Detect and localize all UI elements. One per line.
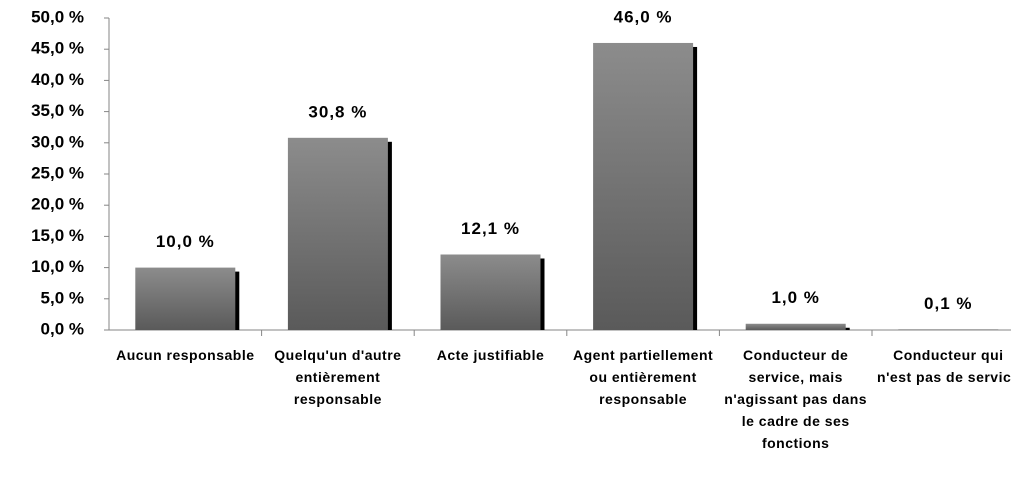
bar [898, 329, 999, 330]
y-tick-label: 10,0 % [31, 257, 84, 276]
value-label: 30,8 % [308, 102, 367, 121]
y-tick-label: 15,0 % [31, 226, 84, 245]
value-label: 10,0 % [156, 232, 215, 251]
bar [745, 323, 846, 330]
value-label: 12,1 % [461, 219, 520, 238]
y-tick-label: 40,0 % [31, 70, 84, 89]
x-tick-label: Agent partiellement ou entièrement respo… [572, 347, 714, 407]
y-tick-label: 5,0 % [41, 288, 84, 307]
y-tick-label: 25,0 % [31, 163, 84, 182]
x-tick-label: Conducteur qui n'est pas de service [877, 347, 1011, 385]
x-tick-label: Conducteur de service, mais n'agissant p… [724, 347, 868, 451]
value-label: 46,0 % [614, 7, 673, 26]
y-tick-label: 0,0 % [41, 319, 84, 338]
y-tick-label: 30,0 % [31, 132, 84, 151]
bar [440, 254, 541, 330]
y-tick-label: 45,0 % [31, 39, 84, 58]
x-tick-label: Aucun responsable [116, 347, 255, 363]
bar [135, 267, 236, 330]
y-tick-label: 20,0 % [31, 195, 84, 214]
value-label: 0,1 % [924, 294, 972, 313]
value-label: 1,0 % [771, 288, 819, 307]
x-tick-label: Acte justifiable [436, 347, 545, 363]
bar [593, 42, 694, 331]
x-tick-label: Quelqu'un d'autre entièrement responsabl… [274, 347, 402, 407]
bar [287, 137, 388, 330]
y-tick-label: 35,0 % [31, 101, 84, 120]
y-tick-label: 50,0 % [31, 7, 84, 26]
